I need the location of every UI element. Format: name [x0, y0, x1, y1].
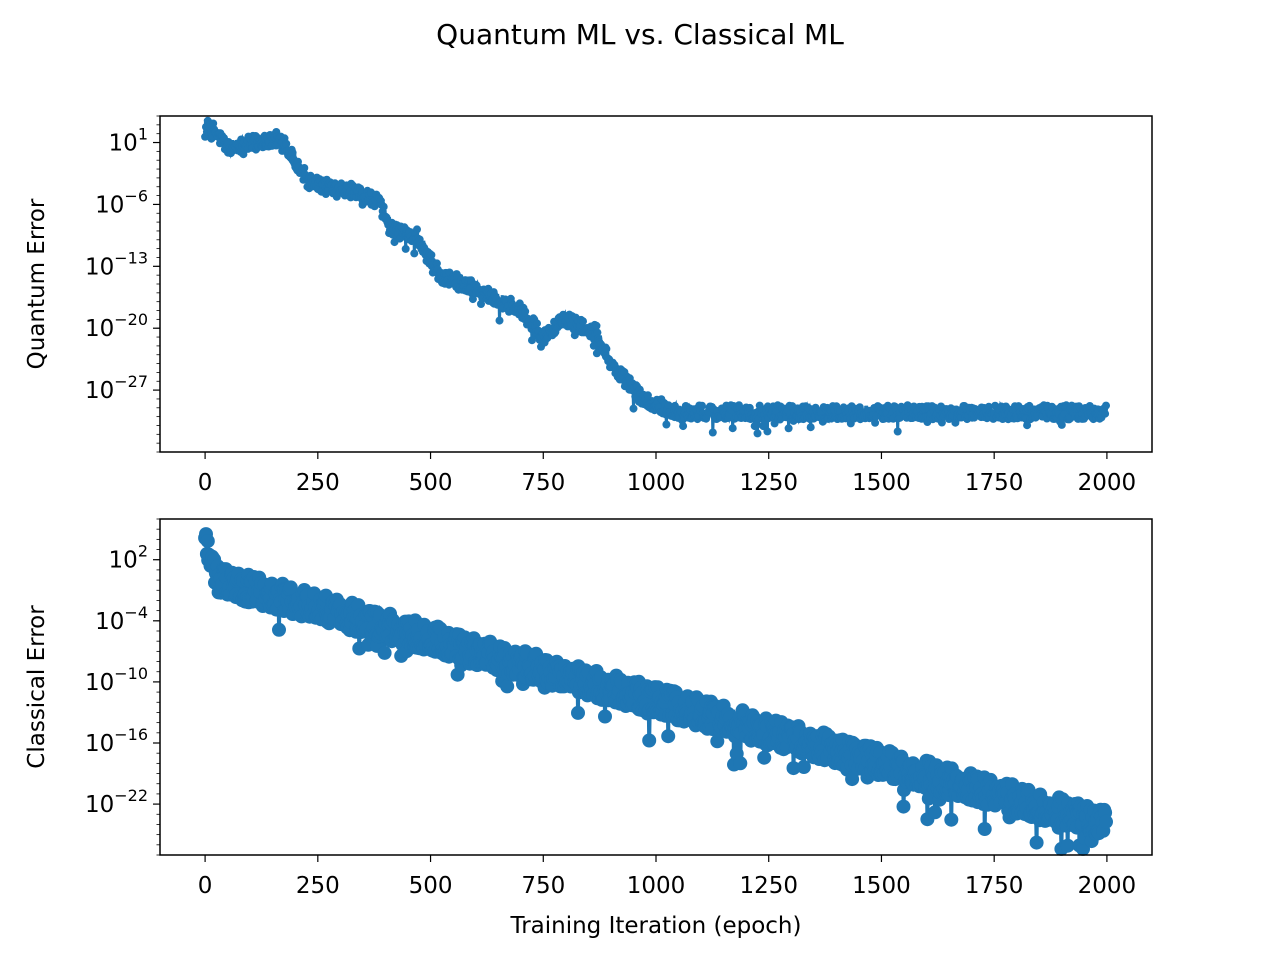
data-point: [282, 139, 291, 148]
data-point: [521, 307, 530, 316]
data-point: [1060, 838, 1075, 853]
x-tick-label: 750: [521, 470, 565, 496]
data-point: [937, 402, 945, 411]
data-point: [845, 772, 860, 787]
figure-title: Quantum ML vs. Classical ML: [436, 18, 844, 51]
data-point: [763, 427, 772, 436]
data-point: [753, 420, 761, 429]
y-tick-label: 10−13: [85, 248, 148, 280]
data-point: [427, 251, 436, 259]
data-point: [784, 424, 793, 433]
y-axis-label: Quantum Error: [24, 198, 50, 369]
x-tick-label: 1000: [627, 873, 686, 899]
data-point: [629, 404, 638, 413]
data-point: [643, 391, 652, 400]
data-point: [1023, 421, 1032, 430]
x-tick-label: 1500: [852, 470, 911, 496]
quantum-error-axes: 0 250 500 750 1000 1250 1500 1750 2000 101 10−6 10−…: [24, 115, 1153, 496]
y-tick-label: 10−4: [95, 603, 148, 635]
data-point: [679, 422, 688, 431]
y-tick-label: 10−27: [85, 372, 148, 404]
x-tick-label: 500: [409, 873, 453, 899]
data-point: [288, 148, 297, 157]
data-point: [571, 705, 585, 720]
x-tick-label: 500: [409, 470, 453, 496]
classical-error-axes: 0 250 500 750 1000 1250 1500 1750 2000 102 10−4 10−…: [24, 518, 1153, 939]
data-point: [661, 729, 676, 744]
data-point: [642, 733, 657, 748]
data-point: [602, 344, 611, 353]
y-tick-label: 10−22: [85, 786, 148, 818]
data-point: [283, 580, 298, 595]
data-point: [579, 317, 587, 326]
y-tick-label: 10−10: [85, 664, 148, 696]
data-point: [662, 420, 671, 429]
data-point: [896, 799, 911, 814]
data-point: [432, 259, 441, 268]
x-tick-label: 1750: [965, 873, 1024, 899]
y-tick-label: 10−6: [95, 186, 148, 218]
data-point: [796, 760, 811, 774]
data-point: [1101, 409, 1110, 418]
data-point: [710, 734, 725, 749]
x-tick-label: 250: [296, 470, 340, 496]
data-point: [533, 319, 541, 328]
data-point: [977, 822, 992, 836]
plot-area: [201, 116, 1110, 438]
y-tick-label: 10−20: [85, 310, 148, 342]
data-point: [745, 403, 754, 412]
data-point: [410, 249, 419, 258]
x-tick-label: 1250: [739, 470, 798, 496]
data-point: [1099, 814, 1113, 829]
data-point: [937, 418, 946, 427]
data-point: [806, 423, 815, 432]
data-point: [786, 761, 801, 776]
data-point: [300, 164, 309, 172]
data-point: [757, 750, 772, 765]
data-line: [203, 118, 1108, 434]
data-point: [224, 138, 233, 146]
data-point: [413, 225, 421, 234]
data-point: [1102, 401, 1110, 410]
data-point: [893, 427, 902, 436]
data-point: [871, 418, 880, 427]
data-point: [708, 428, 717, 437]
x-axis-label: Training Iteration (epoch): [510, 913, 802, 939]
data-point: [495, 316, 504, 325]
data-point: [377, 645, 392, 660]
x-tick-label: 250: [296, 873, 340, 899]
data-point: [1029, 835, 1044, 850]
x-tick-label: 0: [198, 873, 213, 899]
data-point: [272, 622, 286, 637]
data-point: [928, 805, 943, 820]
x-tick-label: 1500: [852, 873, 911, 899]
data-point: [200, 534, 215, 549]
x-tick-label: 1000: [627, 470, 686, 496]
y-tick-label: 10−16: [85, 725, 148, 757]
x-tick-label: 750: [521, 873, 565, 899]
y-tick-label: 101: [109, 125, 148, 157]
data-point: [733, 756, 748, 771]
data-point: [468, 295, 477, 304]
data-point: [500, 679, 515, 694]
x-tick-label: 1250: [739, 873, 798, 899]
data-point: [401, 244, 410, 253]
data-point: [698, 401, 706, 410]
data-point: [944, 812, 959, 827]
data-point: [753, 429, 762, 438]
data-point: [728, 424, 737, 433]
plot-area: [198, 527, 1113, 856]
data-point: [379, 202, 388, 211]
x-tick-label: 0: [198, 470, 213, 496]
y-tick-label: 102: [109, 542, 148, 574]
x-tick-label: 2000: [1078, 873, 1137, 899]
data-point: [598, 709, 612, 724]
x-tick-label: 2000: [1078, 470, 1137, 496]
data-point: [1057, 420, 1066, 429]
data-point: [592, 321, 601, 330]
x-tick-label: 1750: [965, 470, 1024, 496]
y-axis-label: Classical Error: [24, 605, 50, 769]
